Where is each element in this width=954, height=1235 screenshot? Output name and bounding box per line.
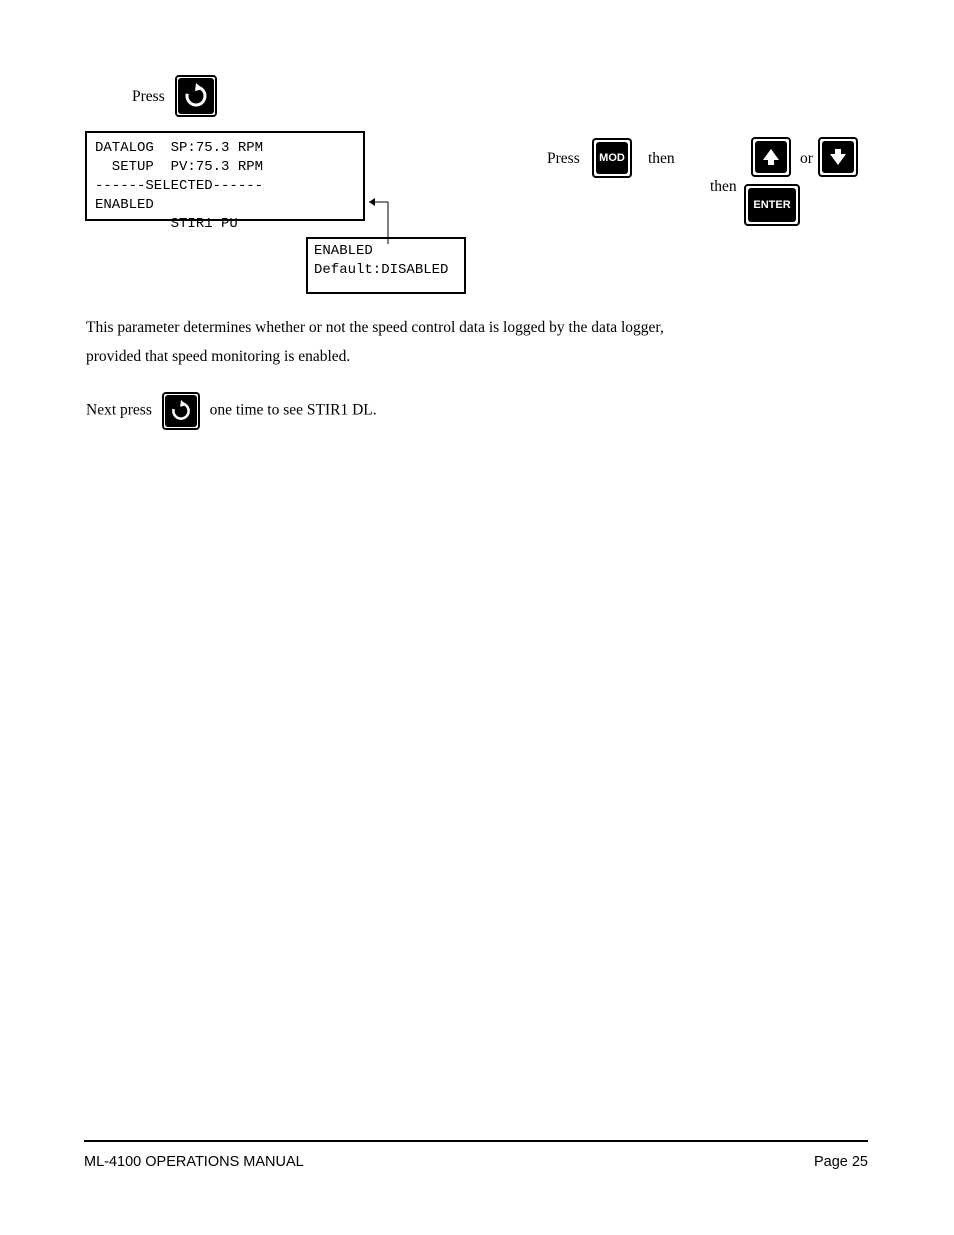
body-text-4: one time to see STIR1 DL. xyxy=(210,402,377,419)
mod-key[interactable]: MOD xyxy=(592,138,632,178)
down-key[interactable] xyxy=(818,137,858,177)
rotate-icon-inline xyxy=(165,395,197,427)
modify-display-box: ENABLED Default:DISABLED xyxy=(306,237,466,294)
page: Press DATALOG SP:75.3 RPM SETUP PV:75.3 … xyxy=(0,0,954,1235)
rotate-key[interactable] xyxy=(175,75,217,117)
lcd-line-5: STIR1 PU xyxy=(95,215,355,234)
enter-key[interactable]: ENTER xyxy=(744,184,800,226)
lcd-line-4: ENABLED xyxy=(95,196,355,215)
body-text-3: Next press xyxy=(86,402,156,419)
rotate-key-inline[interactable] xyxy=(162,392,200,430)
modify-line-3: Default:DISABLED xyxy=(314,261,458,280)
press-label-2: Press xyxy=(547,150,580,168)
enter-key-inner: ENTER xyxy=(748,188,796,222)
up-arrow-icon xyxy=(755,141,787,173)
then-label-1: then xyxy=(648,150,675,168)
body-paragraph: This parameter determines whether or not… xyxy=(86,313,868,372)
body-text-1: This parameter determines whether or not… xyxy=(86,319,664,336)
press-label-1: Press xyxy=(132,88,165,106)
mod-key-inner: MOD xyxy=(596,142,628,174)
lcd-line-2: SETUP PV:75.3 RPM xyxy=(95,158,355,177)
modify-line-1: ENABLED xyxy=(314,242,458,261)
footer-right: Page 25 xyxy=(814,1154,868,1170)
enter-key-label: ENTER xyxy=(753,199,790,211)
then-label-2: then xyxy=(710,178,737,196)
up-key[interactable] xyxy=(751,137,791,177)
lcd-display-box: DATALOG SP:75.3 RPM SETUP PV:75.3 RPM --… xyxy=(85,131,365,221)
lcd-line-3: ------SELECTED------ xyxy=(95,177,355,196)
body-text-2: provided that speed monitoring is enable… xyxy=(86,348,350,365)
mod-key-label: MOD xyxy=(599,152,625,164)
or-label: or xyxy=(800,150,813,168)
down-arrow-icon xyxy=(822,141,854,173)
footer-rule xyxy=(84,1140,868,1142)
footer-left: ML-4100 OPERATIONS MANUAL xyxy=(84,1154,304,1170)
rotate-icon xyxy=(178,78,214,114)
lcd-line-1: DATALOG SP:75.3 RPM xyxy=(95,139,355,158)
body-paragraph-2: Next press one time to see STIR1 DL. xyxy=(86,392,868,430)
